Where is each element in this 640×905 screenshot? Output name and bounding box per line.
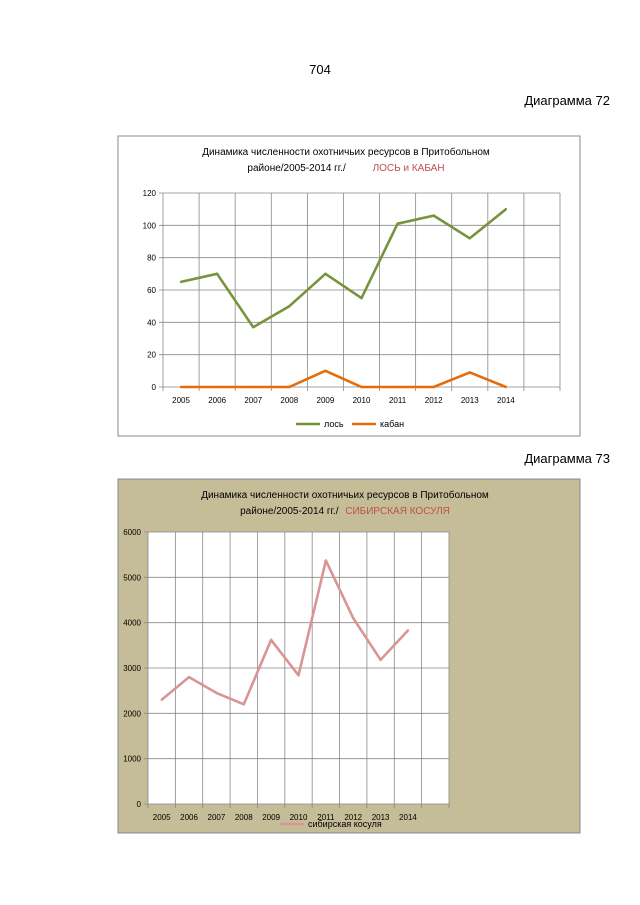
chart-1-title-accent: ЛОСЬ и КАБАН bbox=[373, 163, 445, 174]
y-tick-label: 6000 bbox=[123, 528, 141, 537]
data-point bbox=[297, 674, 300, 677]
chart-1: Динамика численности охотничьих ресурсов… bbox=[117, 135, 581, 437]
legend-label-1: кабан bbox=[380, 419, 404, 429]
y-tick-label: 3000 bbox=[123, 664, 141, 673]
x-tick-label: 2010 bbox=[353, 396, 371, 405]
x-tick-label: 2010 bbox=[290, 813, 308, 822]
data-point bbox=[269, 638, 273, 642]
y-tick-label: 2000 bbox=[123, 709, 141, 718]
page-number: 704 bbox=[309, 62, 331, 77]
data-point bbox=[179, 280, 183, 284]
data-point bbox=[324, 369, 327, 373]
x-tick-label: 2008 bbox=[280, 396, 298, 405]
chart-2-title-line1: Динамика численности охотничьих ресурсов… bbox=[201, 489, 489, 501]
series-line-0 bbox=[160, 559, 409, 706]
data-point bbox=[432, 214, 435, 217]
data-point bbox=[324, 559, 328, 562]
chart-1-title-main: районе/2005-2014 гг./ bbox=[247, 163, 346, 174]
data-point bbox=[215, 691, 218, 695]
data-point bbox=[360, 385, 363, 389]
data-point bbox=[252, 325, 255, 329]
data-point bbox=[215, 272, 219, 276]
y-tick-label: 80 bbox=[147, 254, 156, 263]
x-tick-label: 2012 bbox=[344, 813, 362, 822]
chart-2-title-main: районе/2005-2014 гг./ bbox=[240, 506, 339, 517]
data-point bbox=[396, 385, 399, 389]
x-tick-label: 2012 bbox=[425, 396, 443, 405]
y-tick-label: 120 bbox=[143, 189, 157, 198]
chart-2-plot: 0 1000 2000 3000 4000 5000 6000 2005 2006 2007 200… bbox=[123, 528, 450, 829]
x-tick-label: 2005 bbox=[153, 813, 171, 822]
data-point bbox=[179, 385, 183, 389]
y-tick-label: 60 bbox=[147, 286, 156, 295]
x-tick-label: 2013 bbox=[461, 396, 479, 405]
series-line-0 bbox=[180, 208, 507, 329]
x-tick-label: 2014 bbox=[399, 813, 417, 822]
data-point bbox=[324, 272, 327, 276]
y-tick-label: 5000 bbox=[123, 573, 141, 582]
y-tick-label: 0 bbox=[152, 383, 157, 392]
x-tick-label: 2006 bbox=[180, 813, 198, 822]
chart-2-title-accent: СИБИРСКАЯ КОСУЛЯ bbox=[345, 506, 450, 517]
chart-2-title-line2: районе/2005-2014 гг./ СИБИРСКАЯ КОСУЛЯ bbox=[240, 506, 450, 517]
chart-1-plot: 0 20 40 60 80 100 120 2005 2006 2007 2008 2009 2010 2… bbox=[143, 189, 561, 429]
x-tick-label: 2007 bbox=[244, 396, 262, 405]
data-point bbox=[504, 385, 508, 389]
x-tick-label: 2009 bbox=[262, 813, 280, 822]
data-point bbox=[160, 698, 163, 701]
data-point bbox=[360, 296, 363, 300]
x-tick-label: 2011 bbox=[317, 813, 335, 822]
legend-label-0: лось bbox=[324, 419, 344, 429]
data-point bbox=[396, 222, 399, 225]
x-tick-label: 2007 bbox=[208, 813, 226, 822]
data-point bbox=[468, 371, 471, 374]
data-point bbox=[288, 385, 291, 389]
legend-label-0: сибирская косуля bbox=[308, 819, 382, 829]
y-tick-label: 20 bbox=[147, 351, 156, 360]
y-tick-label: 40 bbox=[147, 318, 156, 327]
x-tick-label: 2011 bbox=[389, 396, 407, 405]
x-tick-label: 2005 bbox=[172, 396, 190, 405]
data-point bbox=[379, 658, 382, 662]
x-tick-label: 2008 bbox=[235, 813, 253, 822]
data-point bbox=[215, 385, 219, 389]
data-point bbox=[288, 304, 291, 308]
series-line-1 bbox=[181, 369, 507, 389]
data-point bbox=[432, 385, 435, 389]
y-tick-label: 1000 bbox=[123, 755, 141, 764]
x-tick-label: 2014 bbox=[497, 396, 515, 405]
data-point bbox=[468, 237, 471, 240]
chart-1-frame bbox=[117, 135, 581, 437]
data-point bbox=[252, 385, 255, 389]
x-tick-label: 2009 bbox=[317, 396, 335, 405]
chart-1-title-line2: районе/2005-2014 гг./ ЛОСЬ и КАБАН bbox=[247, 163, 444, 174]
x-tick-label: 2013 bbox=[372, 813, 390, 822]
y-tick-label: 100 bbox=[143, 221, 157, 230]
data-point bbox=[406, 629, 410, 632]
chart-1-title-line1: Динамика численности охотничьих ресурсов… bbox=[202, 146, 490, 158]
chart-2: Динамика численности охотничьих ресурсов… bbox=[117, 478, 581, 834]
diagram-73-label: Диаграмма 73 bbox=[524, 451, 610, 466]
y-tick-label: 4000 bbox=[123, 619, 141, 628]
data-point bbox=[352, 616, 355, 620]
y-tick-label: 0 bbox=[137, 800, 142, 809]
data-point bbox=[187, 675, 191, 679]
diagram-72-label: Диаграмма 72 bbox=[524, 93, 610, 108]
data-point bbox=[242, 703, 245, 706]
x-tick-label: 2006 bbox=[208, 396, 226, 405]
data-point bbox=[504, 207, 508, 211]
